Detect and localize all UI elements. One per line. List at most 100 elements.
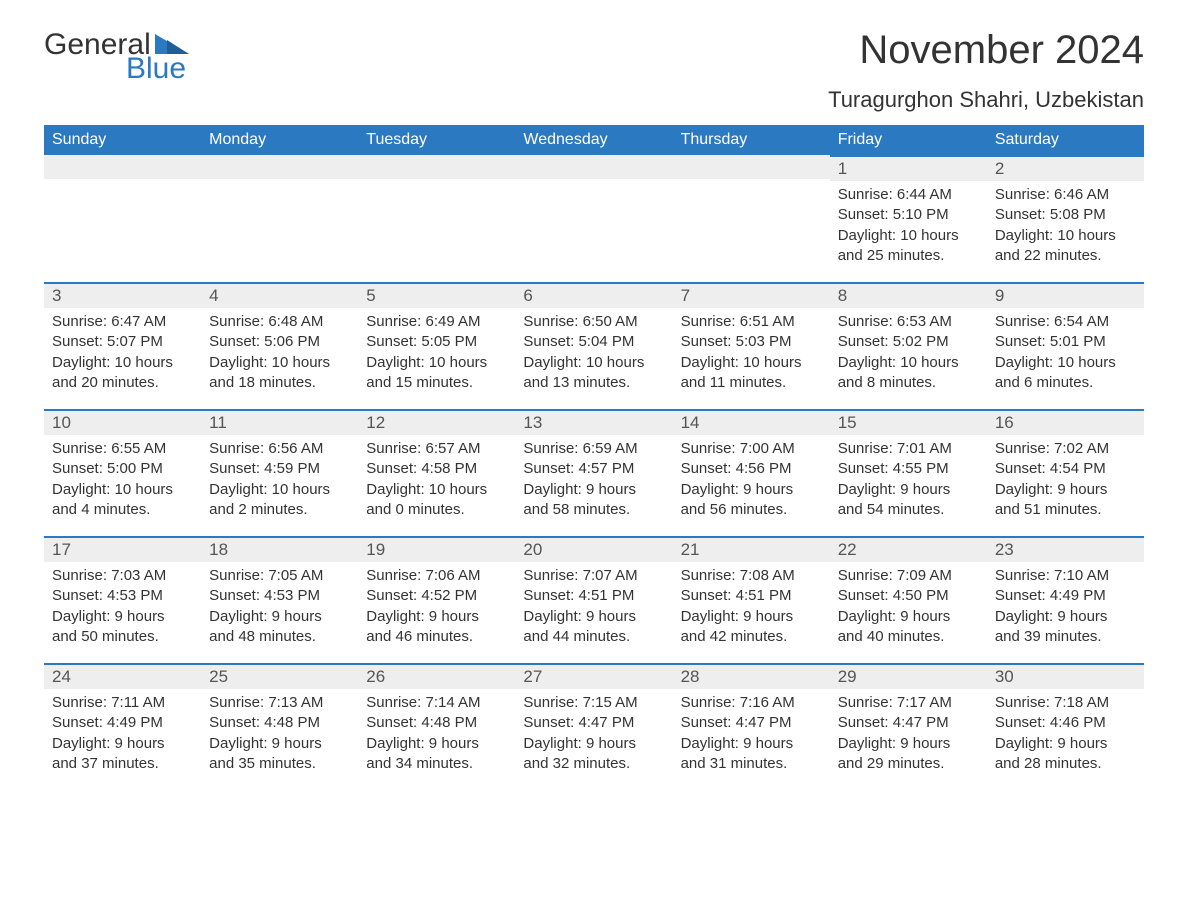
day-number-band: 18 [201, 536, 358, 562]
cell-sunset: Sunset: 5:02 PM [838, 332, 979, 352]
cell-sunset: Sunset: 5:05 PM [366, 332, 507, 352]
empty-day-band [44, 155, 201, 179]
cell-daylight1: Daylight: 10 hours [209, 480, 350, 500]
cell-sunset: Sunset: 4:53 PM [209, 586, 350, 606]
day-number: 27 [523, 667, 542, 686]
day-number-band: 26 [358, 663, 515, 689]
cell-sunset: Sunset: 5:00 PM [52, 459, 193, 479]
empty-day-band [515, 155, 672, 179]
cell-sunset: Sunset: 4:56 PM [681, 459, 822, 479]
cell-sunset: Sunset: 4:54 PM [995, 459, 1136, 479]
cell-sunset: Sunset: 4:59 PM [209, 459, 350, 479]
calendar-week-row: 3Sunrise: 6:47 AMSunset: 5:07 PMDaylight… [44, 282, 1144, 409]
day-number: 19 [366, 540, 385, 559]
cell-daylight1: Daylight: 9 hours [995, 734, 1136, 754]
cell-sunrise: Sunrise: 6:59 AM [523, 439, 664, 459]
cell-daylight2: and 34 minutes. [366, 754, 507, 774]
cell-sunrise: Sunrise: 7:17 AM [838, 693, 979, 713]
day-number-band: 8 [830, 282, 987, 308]
cell-sunrise: Sunrise: 6:50 AM [523, 312, 664, 332]
calendar-cell: 29Sunrise: 7:17 AMSunset: 4:47 PMDayligh… [830, 663, 987, 790]
cell-sunrise: Sunrise: 6:46 AM [995, 185, 1136, 205]
cell-daylight1: Daylight: 9 hours [995, 607, 1136, 627]
calendar-cell: 22Sunrise: 7:09 AMSunset: 4:50 PMDayligh… [830, 536, 987, 663]
cell-daylight2: and 32 minutes. [523, 754, 664, 774]
cell-daylight1: Daylight: 9 hours [995, 480, 1136, 500]
cell-sunrise: Sunrise: 6:47 AM [52, 312, 193, 332]
cell-daylight2: and 13 minutes. [523, 373, 664, 393]
cell-sunrise: Sunrise: 6:57 AM [366, 439, 507, 459]
empty-day-band [201, 155, 358, 179]
calendar-cell: 21Sunrise: 7:08 AMSunset: 4:51 PMDayligh… [673, 536, 830, 663]
day-number-band: 19 [358, 536, 515, 562]
cell-sunrise: Sunrise: 7:14 AM [366, 693, 507, 713]
cell-sunset: Sunset: 4:47 PM [523, 713, 664, 733]
cell-daylight2: and 51 minutes. [995, 500, 1136, 520]
cell-daylight1: Daylight: 9 hours [523, 480, 664, 500]
weekday-header-row: SundayMondayTuesdayWednesdayThursdayFrid… [44, 125, 1144, 155]
cell-daylight1: Daylight: 9 hours [681, 734, 822, 754]
cell-daylight2: and 28 minutes. [995, 754, 1136, 774]
calendar-week-row: 10Sunrise: 6:55 AMSunset: 5:00 PMDayligh… [44, 409, 1144, 536]
day-number: 25 [209, 667, 228, 686]
calendar-cell: 25Sunrise: 7:13 AMSunset: 4:48 PMDayligh… [201, 663, 358, 790]
cell-sunrise: Sunrise: 7:05 AM [209, 566, 350, 586]
day-number: 14 [681, 413, 700, 432]
day-number-band: 5 [358, 282, 515, 308]
day-number-band: 27 [515, 663, 672, 689]
calendar-cell [358, 155, 515, 282]
cell-daylight2: and 15 minutes. [366, 373, 507, 393]
day-number: 28 [681, 667, 700, 686]
cell-daylight1: Daylight: 9 hours [366, 734, 507, 754]
calendar-cell: 11Sunrise: 6:56 AMSunset: 4:59 PMDayligh… [201, 409, 358, 536]
calendar-cell: 1Sunrise: 6:44 AMSunset: 5:10 PMDaylight… [830, 155, 987, 282]
day-number: 9 [995, 286, 1004, 305]
day-number-band: 17 [44, 536, 201, 562]
cell-daylight2: and 31 minutes. [681, 754, 822, 774]
calendar-cell: 13Sunrise: 6:59 AMSunset: 4:57 PMDayligh… [515, 409, 672, 536]
day-number-band: 24 [44, 663, 201, 689]
cell-sunrise: Sunrise: 7:08 AM [681, 566, 822, 586]
cell-sunrise: Sunrise: 6:51 AM [681, 312, 822, 332]
cell-sunset: Sunset: 4:53 PM [52, 586, 193, 606]
cell-daylight2: and 18 minutes. [209, 373, 350, 393]
cell-sunrise: Sunrise: 7:10 AM [995, 566, 1136, 586]
cell-daylight1: Daylight: 10 hours [838, 353, 979, 373]
day-number: 1 [838, 159, 847, 178]
calendar-cell: 19Sunrise: 7:06 AMSunset: 4:52 PMDayligh… [358, 536, 515, 663]
day-number-band: 7 [673, 282, 830, 308]
cell-daylight1: Daylight: 9 hours [523, 734, 664, 754]
day-number-band: 21 [673, 536, 830, 562]
cell-sunset: Sunset: 5:08 PM [995, 205, 1136, 225]
cell-daylight1: Daylight: 9 hours [52, 607, 193, 627]
day-number-band: 29 [830, 663, 987, 689]
cell-daylight1: Daylight: 10 hours [52, 353, 193, 373]
day-number: 10 [52, 413, 71, 432]
cell-daylight2: and 35 minutes. [209, 754, 350, 774]
day-number-band: 2 [987, 155, 1144, 181]
cell-daylight2: and 0 minutes. [366, 500, 507, 520]
calendar-cell: 26Sunrise: 7:14 AMSunset: 4:48 PMDayligh… [358, 663, 515, 790]
cell-sunrise: Sunrise: 6:53 AM [838, 312, 979, 332]
calendar-cell: 10Sunrise: 6:55 AMSunset: 5:00 PMDayligh… [44, 409, 201, 536]
cell-daylight2: and 40 minutes. [838, 627, 979, 647]
page-subtitle: Turagurghon Shahri, Uzbekistan [828, 87, 1144, 113]
calendar-cell: 2 Sunrise: 6:46 AMSunset: 5:08 PMDaylight… [987, 155, 1144, 282]
cell-sunset: Sunset: 4:57 PM [523, 459, 664, 479]
calendar-cell: 6Sunrise: 6:50 AMSunset: 5:04 PMDaylight… [515, 282, 672, 409]
cell-daylight1: Daylight: 10 hours [995, 226, 1136, 246]
cell-daylight2: and 8 minutes. [838, 373, 979, 393]
cell-daylight1: Daylight: 9 hours [838, 480, 979, 500]
cell-daylight1: Daylight: 10 hours [523, 353, 664, 373]
day-number: 26 [366, 667, 385, 686]
cell-sunrise: Sunrise: 7:09 AM [838, 566, 979, 586]
cell-sunset: Sunset: 4:47 PM [838, 713, 979, 733]
day-number-band: 6 [515, 282, 672, 308]
calendar-cell: 18Sunrise: 7:05 AMSunset: 4:53 PMDayligh… [201, 536, 358, 663]
day-number-band: 1 [830, 155, 987, 181]
day-number-band: 12 [358, 409, 515, 435]
calendar-cell: 14Sunrise: 7:00 AMSunset: 4:56 PMDayligh… [673, 409, 830, 536]
cell-daylight1: Daylight: 9 hours [52, 734, 193, 754]
cell-sunrise: Sunrise: 7:15 AM [523, 693, 664, 713]
cell-daylight2: and 22 minutes. [995, 246, 1136, 266]
